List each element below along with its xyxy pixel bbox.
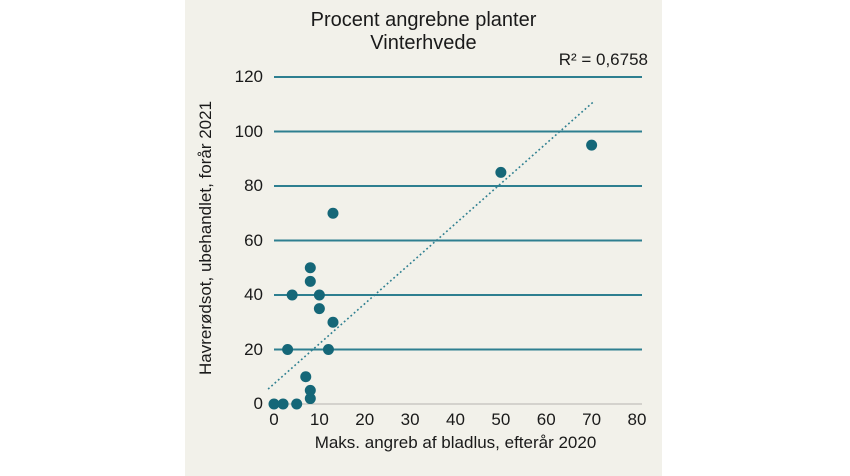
data-point-x8-y5 (304, 384, 316, 396)
chart-title: Procent angrebne planter Vinterhvede (185, 9, 662, 55)
chart-card: Procent angrebne planter Vinterhvede R² … (185, 0, 662, 476)
x-tick-label-80: 80 (627, 410, 647, 429)
data-point-x2-y0 (277, 398, 289, 410)
data-point-x3-y20 (282, 344, 294, 355)
y-tick-label-80: 80 (244, 176, 263, 195)
y-tick-label-100: 100 (234, 121, 263, 141)
data-point-x10-y35 (313, 303, 325, 315)
data-point-x50-y85 (495, 166, 507, 178)
data-point-x13-y70 (327, 207, 339, 219)
y-tick-label-0: 0 (253, 394, 263, 413)
data-point-x8-y50 (304, 262, 316, 274)
data-point-x13-y30 (327, 316, 339, 328)
y-tick-label-120: 120 (234, 67, 263, 86)
chart-title-line1: Procent angrebne planter (310, 9, 537, 31)
chart-title-line2: Vinterhvede (370, 32, 477, 54)
data-point-x12-y20 (322, 344, 334, 355)
x-tick-label-0: 0 (269, 410, 279, 429)
r-squared-label: R² = 0,6758 (558, 50, 648, 69)
data-point-x4-y40 (286, 289, 298, 301)
data-point-x10-y40 (313, 289, 325, 301)
plot-area (267, 76, 642, 410)
y-tick-label-40: 40 (244, 285, 263, 304)
data-point-x8-y45 (304, 275, 316, 287)
y-tick-label-60: 60 (244, 230, 263, 250)
y-axis-title-text: Havrerødsot, ubehandlet, forår 2021 (196, 100, 215, 376)
x-tick-label-40: 40 (446, 410, 465, 429)
trendline (267, 101, 594, 390)
x-tick-label-30: 30 (400, 410, 420, 429)
x-tick-label-20: 20 (355, 410, 375, 429)
x-tick-label-70: 70 (582, 410, 602, 429)
x-tick-label-60: 60 (536, 410, 556, 429)
data-point-x8-y2 (304, 393, 316, 405)
data-point-x7-y10 (300, 371, 312, 383)
data-point-x0-y0 (268, 398, 280, 410)
data-point-x5-y0 (291, 398, 303, 410)
data-point-x70-y95 (586, 139, 598, 151)
x-axis-title: Maks. angreb af bladlus, efterår 2020 (314, 433, 597, 452)
x-tick-label-10: 10 (309, 410, 329, 429)
y-tick-label-20: 20 (244, 339, 263, 359)
x-tick-label-50: 50 (491, 410, 511, 429)
